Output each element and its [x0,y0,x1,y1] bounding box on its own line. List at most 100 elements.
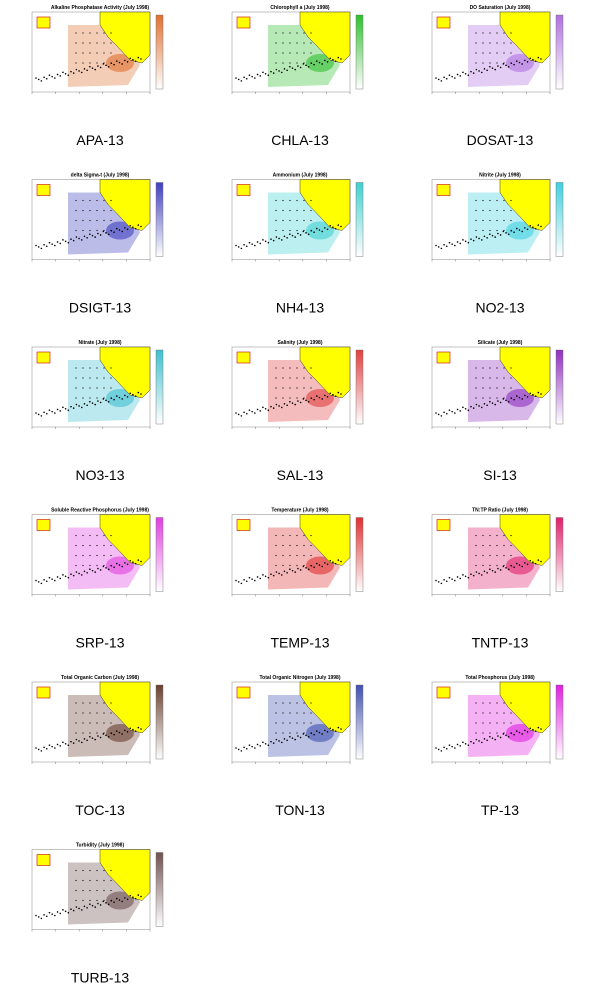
map-tile[interactable]: Alkaline Phosphatase Activity (July 1998… [31,5,164,148]
station-dot [496,732,498,734]
station-dot [256,241,259,243]
map-label: TEMP-13 [270,635,329,651]
station-dot [459,75,462,77]
map-tile[interactable]: Ammonium (July 1998) NH4-13 [231,173,364,316]
station-dot [489,722,491,724]
station-dot [48,576,51,579]
station-dot [482,387,484,389]
map-tile[interactable]: Total Phosphorus (July 1998) TP-13 [431,675,564,818]
map-title: TN:TP Ratio (July 1998) [472,508,528,514]
map-tile[interactable]: Chlorophyll a (July 1998) CHLA-13 [231,5,364,148]
station-dot [489,209,491,212]
station-dot [140,895,142,898]
station-dot [313,63,315,66]
station-dot [337,391,340,394]
station-dot [94,906,97,908]
station-dot [491,569,494,572]
station-dot [140,728,142,730]
station-dot [296,534,298,537]
station-dot [482,534,484,537]
map-tile[interactable]: Salinity (July 1998) SAL-13 [231,340,364,483]
florida-land [99,681,151,734]
map-tile[interactable]: Temperature (July 1998) TEMP-13 [231,508,364,651]
station-dot [282,199,284,202]
station-dot [486,69,488,72]
station-dot [35,914,37,917]
station-dot [118,564,121,566]
station-dot [435,77,437,79]
station-dot [270,573,272,575]
station-dot [296,564,298,567]
station-dot [310,732,312,734]
map-tile[interactable]: Silicate (July 1998) SI-13 [431,340,564,483]
colorbar [355,684,364,760]
station-dot [82,397,84,399]
station-dot [494,236,497,238]
map-tile[interactable]: delta Sigma-t (July 1998) DSIGT-13 [31,173,164,316]
station-dot [482,42,484,44]
map-tile[interactable]: DO Saturation (July 1998) DOSAT-13 [431,5,564,148]
station-dot [75,869,77,872]
station-dot [318,564,321,566]
map-tile[interactable]: TN:TP Ratio (July 1998) TNTP-13 [431,508,564,651]
station-dot [518,61,521,64]
station-dot [96,564,98,567]
station-dot [483,68,486,70]
station-dot [83,738,86,740]
station-dot [280,741,283,744]
station-dot [289,568,291,571]
station-dot [475,52,477,54]
station-dot [329,224,332,227]
station-dot [480,574,483,576]
map-tile[interactable]: Total Organic Nitrogen (July 1998) TON-13 [231,675,364,818]
colorbar [555,349,564,425]
station-dot [270,238,272,240]
station-dot [75,702,77,704]
map-title: Turbidity (July 1998) [76,843,125,849]
station-dot [518,396,521,399]
station-dot [443,411,445,414]
station-dot [51,578,53,580]
station-dot [521,63,523,65]
station-dot [132,58,134,61]
station-dot [54,77,56,79]
map-tile[interactable]: Soluble Reactive Phosphorus (July 1998) S… [31,508,164,651]
station-dot [489,219,491,222]
station-dot [507,65,510,68]
map-title: Nitrite (July 1998) [479,173,521,179]
station-dot [482,209,484,212]
map-tile[interactable]: Turbidity (July 1998) TURB-13 [31,843,164,986]
station-dot [89,732,91,734]
station-dot [507,568,510,571]
station-dot [489,544,491,547]
station-dot [110,869,112,872]
station-dot [45,580,48,583]
station-dot [540,728,542,730]
station-dot [497,232,499,235]
map-tile[interactable]: Nitrate (July 1998) NO3-13 [31,340,164,483]
station-dot [251,75,253,78]
station-dot [451,243,453,245]
station-dot [72,742,75,744]
map-tile[interactable]: Total Organic Carbon (July 1998) TOC-13 [31,675,164,818]
station-dot [310,52,312,54]
station-dot [270,70,272,73]
fiu-logo [436,351,451,364]
station-dot [235,412,237,414]
station-dot [296,209,298,212]
station-dot [83,235,86,238]
station-dot [472,239,475,242]
station-dot [532,393,534,396]
fiu-logo [36,16,51,29]
station-dot [283,68,286,70]
station-dot [272,742,275,744]
station-dot [499,569,502,571]
colorbar [555,182,564,257]
station-dot [91,569,94,572]
station-dot [99,66,102,69]
map-tile[interactable]: Nitrite (July 1998) NO2-13 [431,173,564,316]
station-dot [37,916,40,918]
florida-land [499,681,551,734]
station-dot [134,227,137,230]
florida-land [299,681,351,734]
